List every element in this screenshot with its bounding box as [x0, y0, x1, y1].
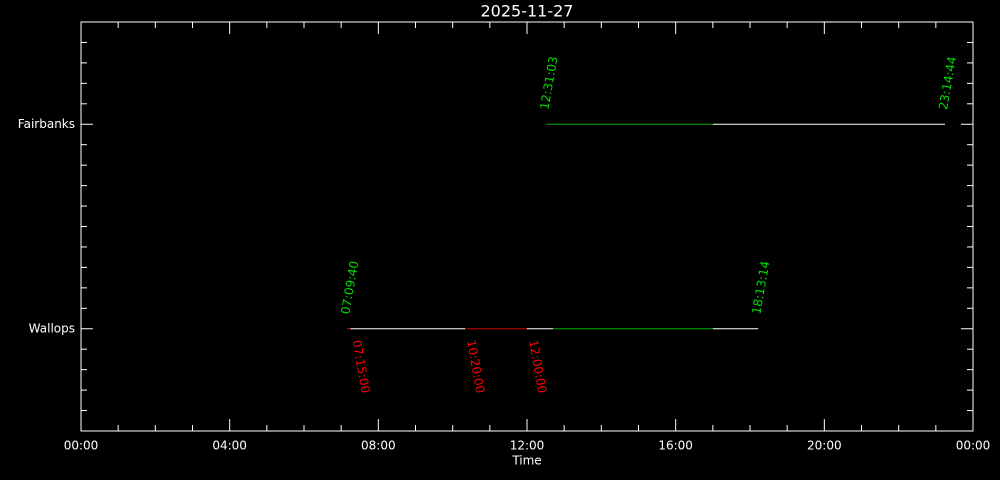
x-tick-label: 04:00	[212, 439, 247, 453]
x-tick-label: 16:00	[658, 439, 693, 453]
x-tick-label: 12:00	[510, 439, 545, 453]
y-tick-label: Wallops	[29, 321, 75, 335]
x-tick-label: 00:00	[64, 439, 99, 453]
chart-title: 2025-11-27	[481, 2, 574, 21]
x-tick-label: 00:00	[956, 439, 991, 453]
x-tick-label: 08:00	[361, 439, 396, 453]
y-tick-label: Fairbanks	[18, 117, 75, 131]
x-axis-label: Time	[511, 454, 541, 468]
x-tick-label: 20:00	[807, 439, 842, 453]
